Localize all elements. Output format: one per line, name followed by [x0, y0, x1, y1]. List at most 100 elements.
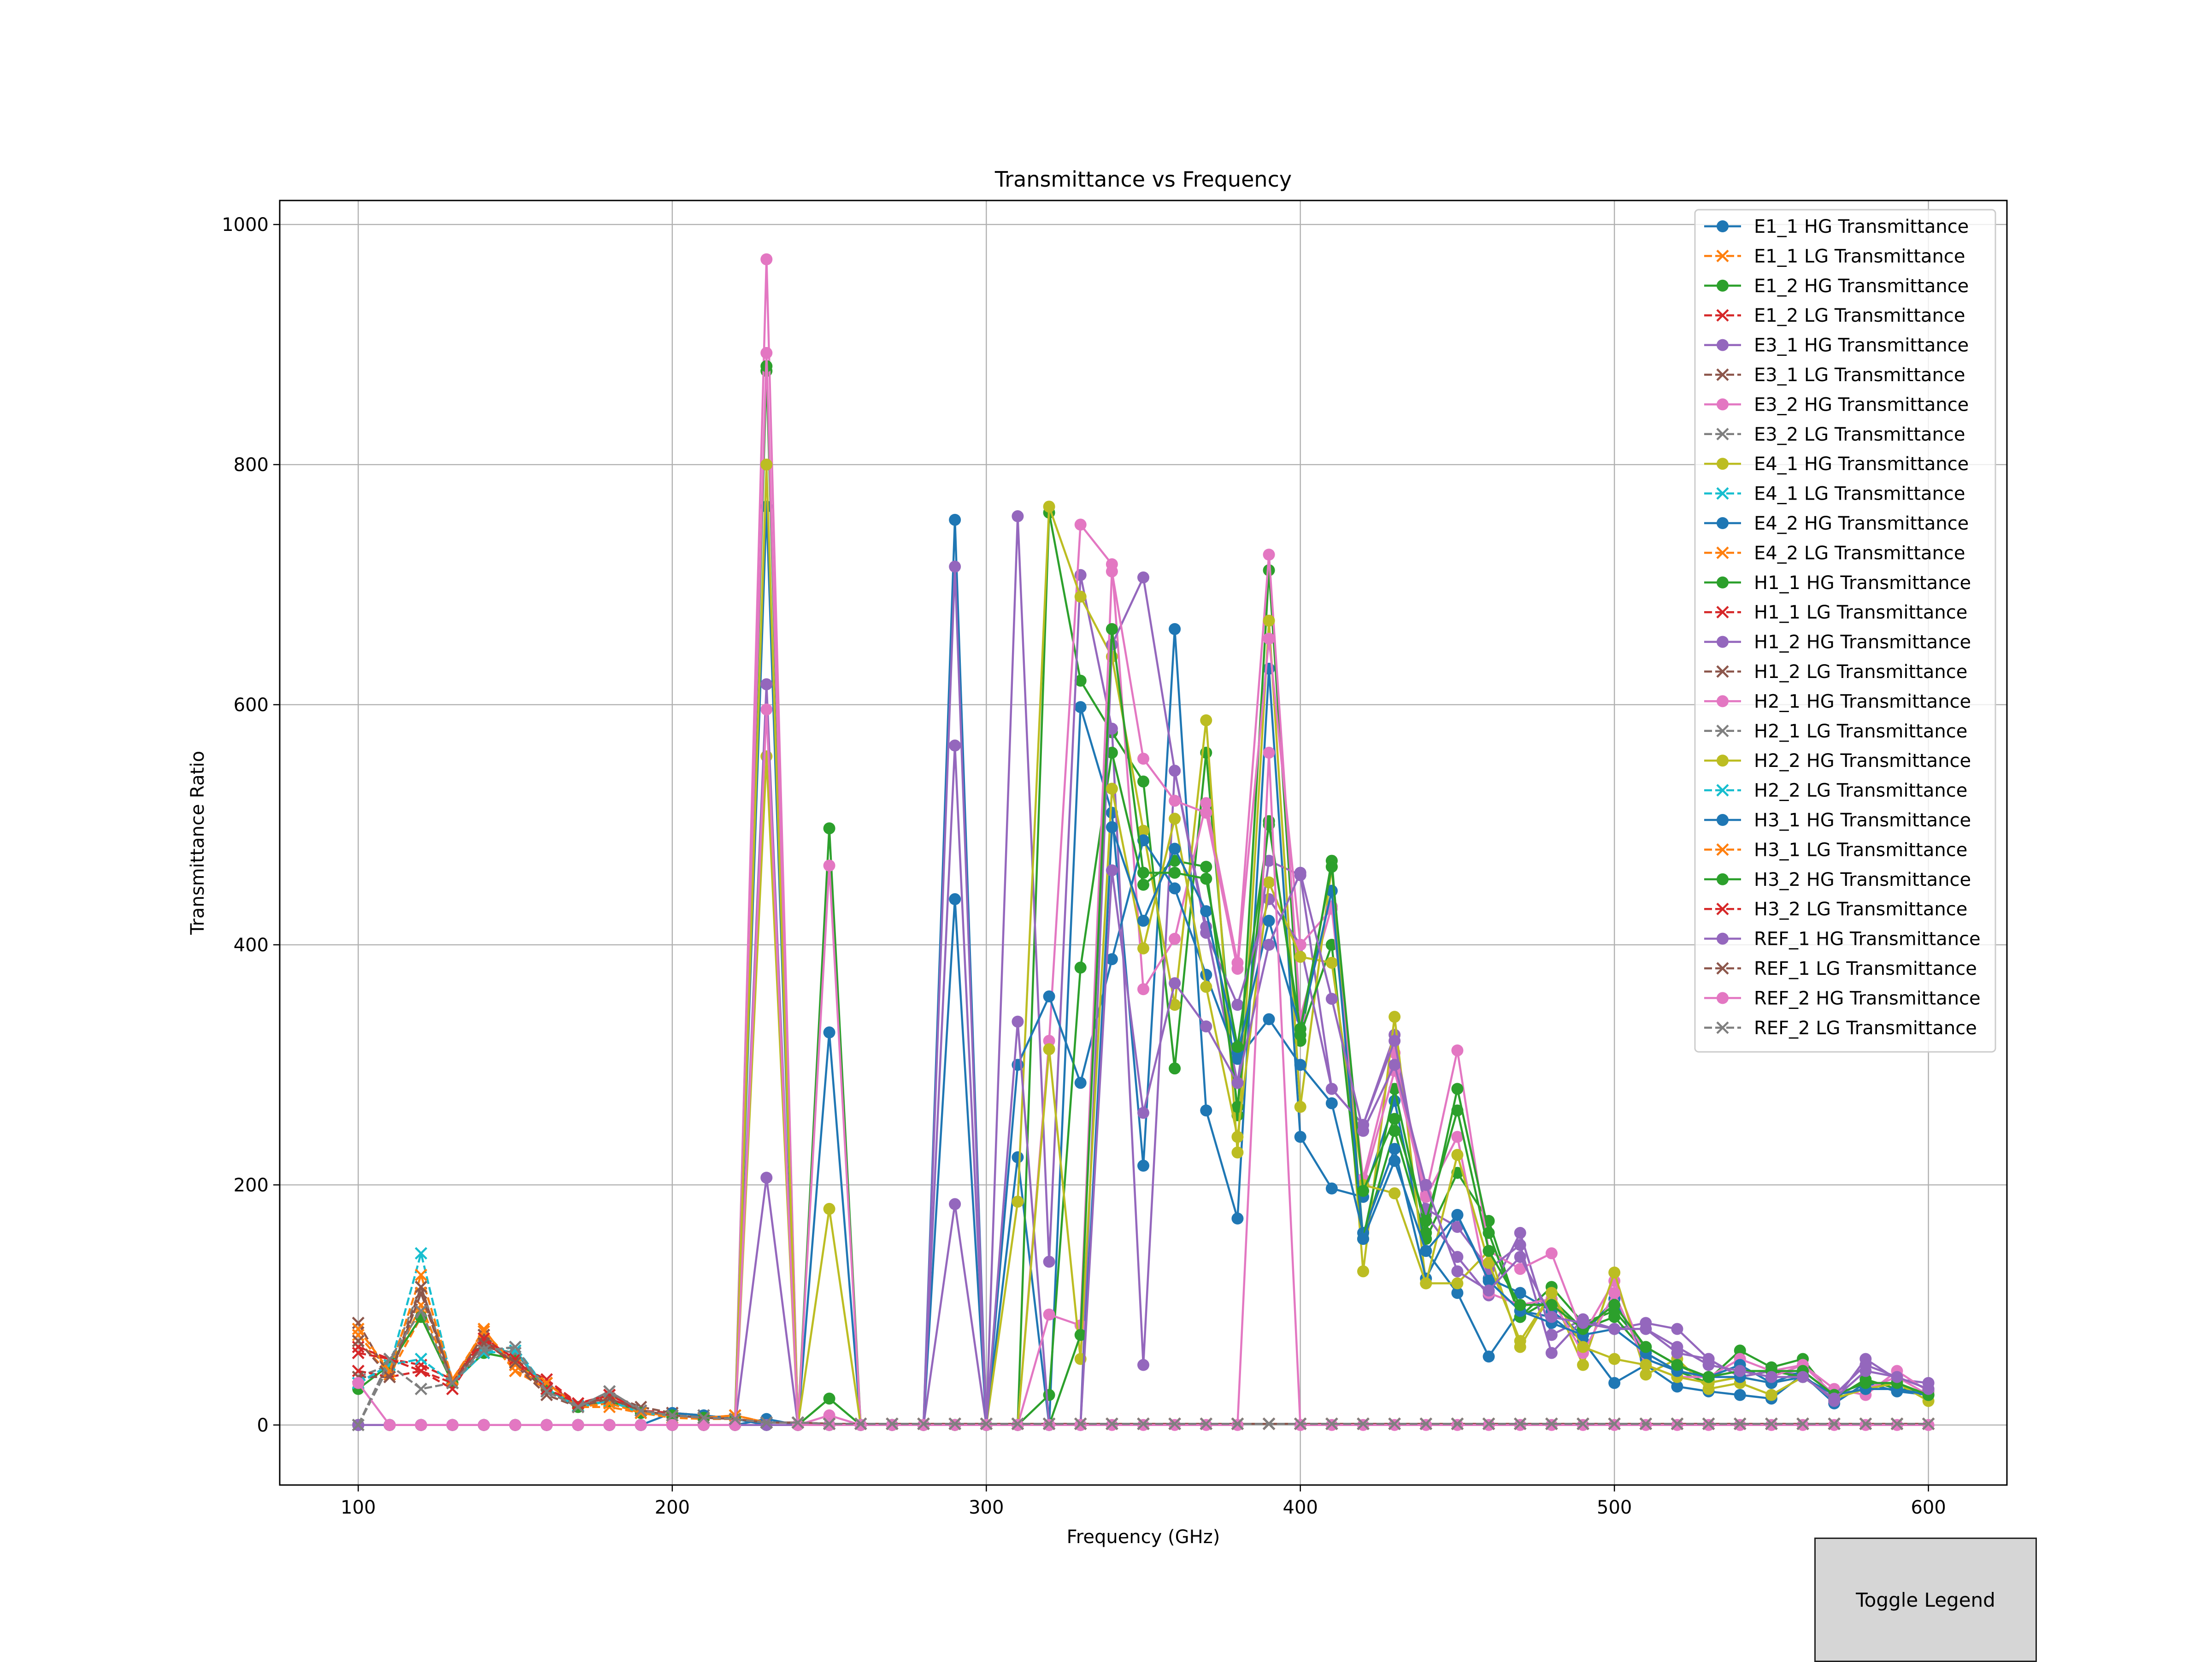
legend-entry: REF_1 LG Transmittance	[1704, 958, 1977, 979]
data-point	[1765, 1389, 1777, 1401]
data-point	[1716, 368, 1729, 381]
legend-label: E3_2 HG Transmittance	[1754, 394, 1969, 415]
data-point	[1545, 1347, 1558, 1359]
legend-entry: H3_1 HG Transmittance	[1704, 810, 1971, 831]
data-point	[1545, 1247, 1558, 1260]
data-point	[1074, 961, 1087, 974]
data-point	[1325, 993, 1338, 1005]
data-point	[352, 1346, 365, 1360]
data-point	[1483, 1285, 1495, 1297]
data-point	[603, 1385, 616, 1398]
toggle-legend-button[interactable]: Toggle Legend	[1814, 1538, 2037, 1662]
data-point	[477, 1419, 490, 1431]
data-point	[1514, 1227, 1526, 1239]
data-point	[1451, 1287, 1464, 1299]
data-point	[1716, 902, 1729, 915]
data-point	[1420, 1245, 1432, 1257]
data-point	[1577, 1341, 1589, 1353]
data-point	[1765, 1371, 1777, 1383]
data-point	[1106, 747, 1118, 759]
legend-entry: H2_2 HG Transmittance	[1704, 750, 1971, 772]
data-point	[1640, 1323, 1652, 1335]
data-point	[1514, 1239, 1526, 1251]
legend-entry: E4_1 HG Transmittance	[1704, 454, 1969, 475]
data-point	[1716, 1021, 1729, 1034]
data-point	[1514, 1417, 1527, 1430]
data-point	[1734, 1417, 1747, 1430]
data-point	[1106, 953, 1118, 966]
data-point	[1043, 1308, 1055, 1321]
data-point	[1451, 1417, 1464, 1430]
data-point	[917, 1417, 930, 1430]
data-point	[1200, 807, 1212, 819]
data-point	[1137, 571, 1149, 583]
data-point	[1451, 1277, 1464, 1290]
data-point	[1639, 1417, 1652, 1430]
data-point	[1734, 1389, 1746, 1401]
data-point	[635, 1404, 647, 1417]
data-point	[1325, 956, 1338, 969]
data-point	[949, 893, 961, 905]
legend-label: H2_2 LG Transmittance	[1754, 780, 1967, 802]
data-point	[1137, 942, 1149, 955]
data-point	[760, 347, 773, 359]
legend-entry: H3_1 LG Transmittance	[1704, 839, 1967, 860]
data-point	[1716, 428, 1729, 441]
data-point	[1200, 1104, 1212, 1117]
data-point	[1169, 813, 1181, 825]
data-point	[1012, 1151, 1024, 1163]
data-point	[823, 859, 835, 872]
data-point	[1137, 983, 1149, 996]
data-point	[666, 1419, 678, 1431]
data-point	[1169, 795, 1181, 807]
data-point	[1716, 962, 1729, 975]
data-point	[1294, 1059, 1306, 1071]
data-point	[1137, 1359, 1149, 1371]
data-point	[1451, 1265, 1464, 1278]
axis-ticks: 100 200 300 400 500 600 0 200 400 600 800 1000	[222, 214, 1946, 1518]
x-tick-label: 600	[1911, 1497, 1946, 1518]
data-point	[1483, 1350, 1495, 1363]
data-point	[1717, 814, 1729, 826]
data-point	[1074, 519, 1087, 531]
legend-entry: E1_2 LG Transmittance	[1704, 305, 1965, 326]
data-point	[1451, 1083, 1464, 1095]
data-point	[477, 1344, 490, 1357]
y-tick-label: 0	[257, 1415, 269, 1436]
data-point	[1640, 1341, 1652, 1353]
data-point	[1137, 1417, 1150, 1430]
data-point	[949, 1198, 961, 1210]
data-point	[1545, 1329, 1558, 1341]
legend-entry: REF_1 HG Transmittance	[1704, 929, 1981, 950]
data-point	[948, 1417, 961, 1430]
data-point	[1169, 977, 1181, 990]
data-point	[1671, 1359, 1683, 1371]
data-point	[1263, 938, 1275, 951]
data-point	[1716, 843, 1729, 856]
data-point	[1608, 1377, 1621, 1389]
series-line	[357, 1310, 1929, 1426]
data-point	[1200, 1417, 1212, 1430]
data-point	[352, 1377, 365, 1389]
data-point	[415, 1247, 428, 1260]
data-point	[1717, 458, 1729, 470]
data-point	[1451, 1104, 1464, 1117]
legend-box	[1694, 209, 1996, 1053]
data-point	[1716, 725, 1729, 737]
data-point	[1137, 1160, 1149, 1172]
data-point	[1263, 914, 1275, 927]
data-point	[415, 1419, 427, 1431]
data-point	[1137, 914, 1149, 927]
data-point	[760, 253, 773, 265]
data-point	[1716, 665, 1729, 678]
data-point	[1702, 1371, 1715, 1383]
data-point	[1388, 1417, 1401, 1430]
data-point	[1325, 1083, 1338, 1095]
data-point	[1388, 1113, 1401, 1125]
legend-label: REF_1 LG Transmittance	[1754, 958, 1977, 979]
legend-entry: E3_1 LG Transmittance	[1704, 365, 1965, 386]
data-point	[1608, 1266, 1621, 1279]
legend-label: H2_1 LG Transmittance	[1754, 721, 1967, 742]
data-point	[1451, 1131, 1464, 1143]
data-point	[1671, 1341, 1683, 1353]
